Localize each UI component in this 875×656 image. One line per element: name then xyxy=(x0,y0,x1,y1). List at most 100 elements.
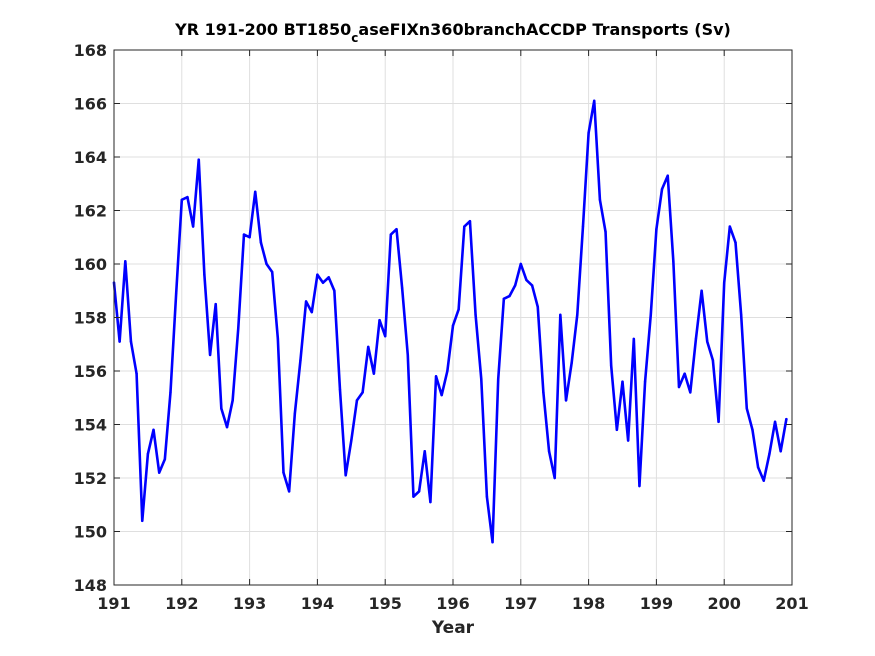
data-point xyxy=(214,302,217,306)
data-point xyxy=(485,495,489,498)
chart-title: YR 191-200 BT1850caseFIXn360branchACCDP … xyxy=(174,20,731,45)
y-tick-label: 160 xyxy=(74,255,107,274)
data-point xyxy=(265,262,268,266)
chart-title-rest: aseFIXn360branchACCDP Transports (Sv) xyxy=(358,20,730,39)
x-tick-label: 194 xyxy=(301,594,334,613)
data-point xyxy=(338,388,342,391)
data-point xyxy=(316,273,319,276)
data-point xyxy=(293,412,297,415)
data-point xyxy=(587,131,590,135)
data-point xyxy=(412,495,415,498)
data-point xyxy=(203,273,206,276)
x-tick-label: 199 xyxy=(640,594,673,613)
x-tick-label: 200 xyxy=(707,594,740,613)
data-point xyxy=(135,372,138,375)
data-point xyxy=(728,225,732,228)
data-point xyxy=(530,284,534,287)
data-point xyxy=(158,471,161,474)
data-point xyxy=(660,187,664,191)
data-point xyxy=(146,452,150,456)
data-point xyxy=(689,391,692,394)
data-point xyxy=(186,195,189,199)
y-tick-label: 158 xyxy=(74,309,107,328)
data-point xyxy=(768,452,771,456)
x-tick-label: 197 xyxy=(504,594,537,613)
data-point xyxy=(208,353,212,357)
data-point xyxy=(497,377,500,381)
data-point xyxy=(287,490,291,493)
data-point xyxy=(683,372,686,375)
data-point xyxy=(406,353,409,357)
data-point xyxy=(355,399,359,402)
data-point xyxy=(756,466,760,469)
data-point xyxy=(389,233,393,236)
data-point xyxy=(141,519,144,522)
data-point xyxy=(706,340,709,343)
data-point xyxy=(655,228,658,231)
data-point xyxy=(717,420,720,424)
data-point xyxy=(621,380,624,383)
data-point xyxy=(519,262,522,266)
data-point xyxy=(553,476,556,480)
data-point xyxy=(491,541,494,544)
data-point xyxy=(423,450,426,453)
x-tick-label: 193 xyxy=(233,594,266,613)
data-point xyxy=(773,420,777,424)
y-tick-label: 152 xyxy=(74,469,107,488)
data-point xyxy=(513,284,517,287)
x-axis-label: Year xyxy=(431,618,475,638)
data-point xyxy=(643,380,647,383)
data-point xyxy=(304,300,308,303)
data-point xyxy=(525,278,528,282)
data-point xyxy=(417,490,421,493)
data-point xyxy=(468,220,472,223)
x-tick-label: 201 xyxy=(775,594,808,613)
data-point xyxy=(220,407,223,410)
data-point xyxy=(333,289,336,292)
data-point xyxy=(400,286,404,290)
data-point xyxy=(649,313,652,317)
y-tick-label: 164 xyxy=(74,148,107,167)
data-point xyxy=(367,345,370,349)
data-point xyxy=(163,458,167,461)
data-point xyxy=(254,190,257,193)
data-point xyxy=(536,305,539,308)
data-point xyxy=(734,241,737,244)
series-line-0 xyxy=(112,99,788,544)
data-point xyxy=(502,297,506,300)
data-point xyxy=(361,391,364,394)
y-tick-label: 156 xyxy=(74,362,107,381)
data-point xyxy=(451,324,455,327)
chart-title-main: YR 191-200 BT1850 xyxy=(174,20,351,39)
data-point xyxy=(564,399,568,402)
data-point xyxy=(118,340,121,343)
series-layer xyxy=(112,99,788,544)
data-point xyxy=(593,99,596,103)
data-point xyxy=(581,225,585,228)
data-point xyxy=(626,439,630,442)
data-point xyxy=(615,428,619,432)
data-point xyxy=(395,228,398,231)
data-point xyxy=(598,198,602,201)
data-point xyxy=(378,318,381,322)
data-point xyxy=(440,393,443,397)
data-point xyxy=(225,425,229,429)
data-point xyxy=(242,233,246,236)
data-point xyxy=(694,337,698,341)
data-point xyxy=(282,471,285,474)
data-point xyxy=(231,399,234,402)
data-point xyxy=(321,281,325,284)
data-point xyxy=(700,289,703,292)
data-point xyxy=(677,385,681,389)
data-point xyxy=(559,313,562,317)
data-point xyxy=(751,428,754,432)
x-tick-labels: 191 192 193 194 195 196 197 198 199 200 201 xyxy=(97,594,808,613)
y-tick-label: 150 xyxy=(74,523,107,542)
data-point xyxy=(638,484,641,488)
data-point xyxy=(570,361,573,365)
data-point xyxy=(434,375,438,378)
data-point xyxy=(350,439,353,442)
data-point xyxy=(276,337,280,341)
data-point xyxy=(180,198,183,201)
data-point xyxy=(310,310,313,314)
